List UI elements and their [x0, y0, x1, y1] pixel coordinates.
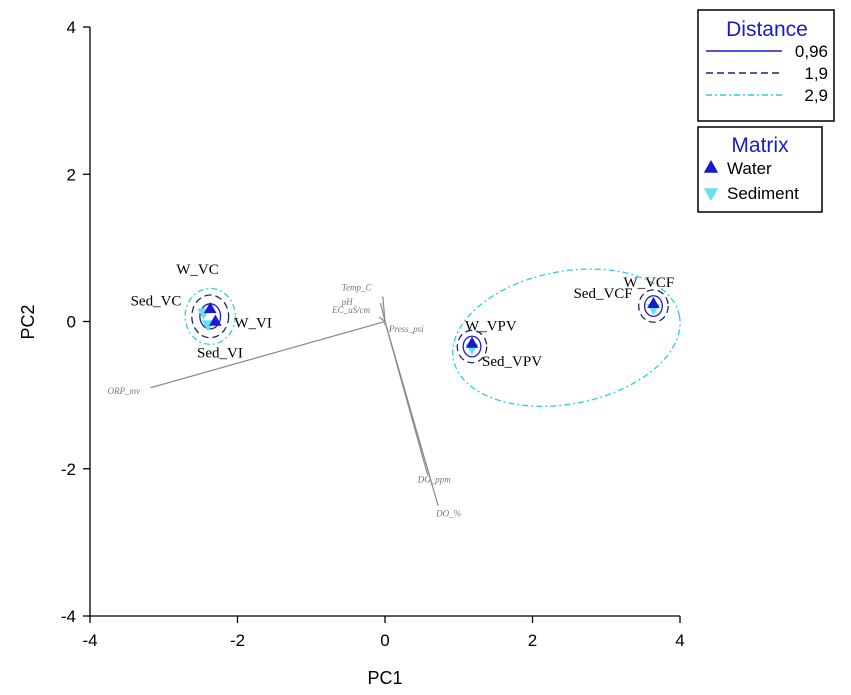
point-W_VCF: [647, 296, 660, 309]
vector-label: Temp_C: [342, 282, 373, 292]
vector-DO_%: [384, 321, 439, 506]
y-tick-label: -4: [61, 607, 76, 626]
contour-distance-1-9: [638, 289, 669, 323]
vector-pH: [379, 302, 386, 322]
y-tick-label: 4: [67, 18, 76, 37]
sample-label: W_VCF: [623, 275, 674, 291]
vector-EC_uS/cm: [378, 316, 386, 322]
sample-label: Sed_VI: [197, 345, 243, 361]
cluster-contours: [184, 268, 681, 407]
y-axis-title: PC2: [18, 304, 38, 339]
sample-label: W_VPV: [465, 319, 517, 335]
legend-distance-label: 0,96: [795, 42, 828, 61]
y-tick-label: 0: [67, 313, 76, 332]
sample-points: [197, 296, 660, 356]
legend-matrix-label: Water: [727, 159, 772, 178]
contour-distance-1-9: [456, 329, 488, 364]
sample-label: Sed_VCF: [573, 286, 632, 302]
vector-Temp_C: [382, 296, 386, 322]
y-tick-label: 2: [67, 165, 76, 184]
legend-marker-sediment: [703, 188, 719, 201]
plot-axes: -4 -2 0 2 4 -4 -2 0 2 4: [61, 18, 685, 650]
legend-marker-water: [703, 160, 719, 173]
legend-matrix: Matrix Water Sediment: [697, 126, 823, 213]
contour-distance-0-96: [643, 295, 663, 317]
sample-label: W_VI: [234, 316, 272, 332]
vector-label: DO_ppm: [417, 474, 451, 484]
sample-label: Sed_VPV: [482, 354, 542, 370]
x-tick-label: -4: [82, 631, 97, 650]
legend-matrix-label: Sediment: [727, 184, 799, 203]
vector-label: DO_%: [435, 509, 461, 519]
vector-label: ORP_mv: [107, 386, 140, 396]
legend-distance-label: 2,9: [804, 86, 828, 105]
x-tick-label: 0: [380, 631, 389, 650]
legend-matrix-box: [697, 126, 823, 213]
y-tick-label: -2: [61, 460, 76, 479]
sample-label: W_VC: [176, 262, 219, 278]
legend-distance-label: 1,9: [804, 64, 828, 83]
point-W_VI: [209, 314, 222, 326]
vector-ORP_mv: [150, 320, 386, 389]
legend-distance-title: Distance: [726, 18, 808, 41]
point-W_VPV: [465, 336, 479, 348]
contour-distance-2-9: [184, 287, 236, 345]
legend-matrix-title: Matrix: [731, 134, 789, 157]
contour-distance-1-9: [191, 294, 230, 339]
x-tick-label: 2: [528, 631, 537, 650]
vector-label: pH: [341, 297, 354, 307]
vector-label: EC_uS/cm: [331, 305, 370, 315]
point-W_VC: [203, 301, 217, 314]
vector-label: Press_psi: [388, 324, 424, 334]
contour-distance-0-96: [462, 335, 482, 358]
x-tick-label: -2: [230, 631, 245, 650]
contour-distance-2-9: [452, 268, 681, 407]
legend-distance: Distance 0,96 1,9 2,9: [697, 9, 835, 122]
x-axis-title: PC1: [367, 668, 402, 688]
legend-distance-box: [697, 9, 835, 122]
sample-label: Sed_VC: [131, 294, 182, 310]
sample-labels: W_VC Sed_VC W_VI Sed_VI W_VPV Sed_VPV W_VCFSed…: [131, 262, 675, 370]
x-tick-label: 4: [675, 631, 684, 650]
